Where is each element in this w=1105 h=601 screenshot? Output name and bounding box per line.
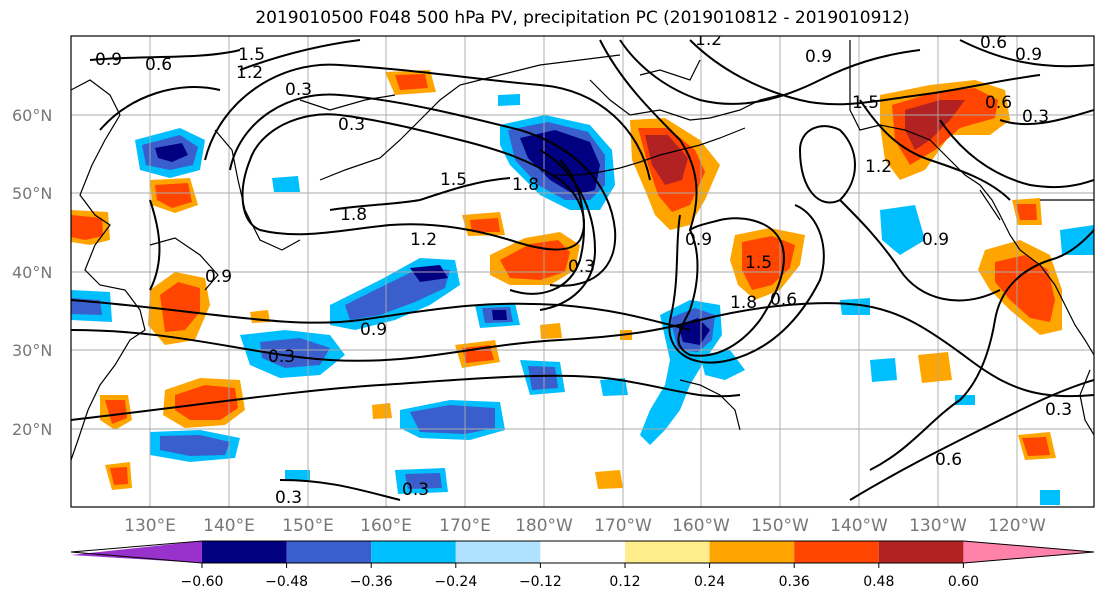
colorbar-tick-label: 0.24 bbox=[694, 574, 725, 590]
colorbar-segment bbox=[71, 541, 202, 563]
contour-label: 1.2 bbox=[236, 63, 263, 83]
colorbar-tick-label: −0.12 bbox=[519, 574, 562, 590]
lon-label: 160°E bbox=[360, 516, 412, 536]
lon-label: 130°W bbox=[909, 516, 967, 536]
map-border bbox=[70, 35, 1095, 508]
map-content: 0.9 0.6 1.5 1.2 0.3 1.2 0.9 0.6 0.9 1.5 … bbox=[71, 30, 1094, 508]
contour-label: 0.6 bbox=[985, 93, 1012, 113]
colorbar-segment bbox=[963, 541, 1094, 563]
colorbar-tick-label: −0.60 bbox=[181, 574, 224, 590]
colorbar-tick-label: 0.36 bbox=[779, 574, 810, 590]
colorbar-segment bbox=[286, 541, 372, 563]
contour-label: 0.3 bbox=[268, 347, 295, 367]
colorbar-segment bbox=[794, 541, 879, 563]
colorbar-tick-label: −0.24 bbox=[434, 574, 477, 590]
longitude-labels: 130°E 140°E 150°E 160°E 170°E 180°W 170°… bbox=[124, 516, 1046, 536]
colorbar-tick-label: 0.12 bbox=[609, 574, 640, 590]
contour-label: 0.9 bbox=[95, 50, 122, 70]
colorbar-segment bbox=[371, 541, 456, 563]
contour-label: 1.8 bbox=[340, 205, 367, 225]
lat-label: 50°N bbox=[12, 184, 52, 203]
lon-label: 160°W bbox=[672, 516, 730, 536]
coastlines bbox=[71, 40, 1094, 461]
contour-label: 1.5 bbox=[238, 45, 265, 65]
contour-label: 0.3 bbox=[338, 115, 365, 135]
contour-label: 0.6 bbox=[935, 450, 962, 470]
lon-label: 140°E bbox=[203, 516, 255, 536]
colorbar-segment bbox=[202, 541, 287, 563]
lat-label: 30°N bbox=[12, 341, 52, 360]
graticule bbox=[71, 36, 1094, 507]
lat-label: 20°N bbox=[12, 420, 52, 439]
colorbar-segment bbox=[878, 541, 964, 563]
contour-label: 1.5 bbox=[440, 170, 467, 190]
contour-label: 1.2 bbox=[865, 157, 892, 177]
colorbar-tick-label: 0.48 bbox=[863, 574, 894, 590]
lon-label: 150°E bbox=[282, 516, 334, 536]
contour-label: 1.8 bbox=[512, 175, 539, 195]
lon-label: 170°W bbox=[594, 516, 652, 536]
contour-label: 0.9 bbox=[360, 320, 387, 340]
contour-label: 1.2 bbox=[695, 30, 722, 50]
colorbar-ticks bbox=[201, 563, 964, 568]
contour-label: 0.6 bbox=[145, 55, 172, 75]
colorbar: −0.60 −0.48 −0.36 −0.24 −0.12 0.12 0.24 … bbox=[70, 540, 1095, 590]
contour-label: 1.5 bbox=[852, 93, 879, 113]
lat-label: 40°N bbox=[12, 263, 52, 282]
contour-label: 0.3 bbox=[568, 257, 595, 277]
contour-label: 0.3 bbox=[402, 480, 429, 500]
colorbar-tick-label: −0.36 bbox=[350, 574, 393, 590]
colorbar-segment bbox=[709, 541, 795, 563]
contour-label: 0.6 bbox=[980, 33, 1007, 53]
contour-label: 1.5 bbox=[745, 253, 772, 273]
lon-label: 140°W bbox=[830, 516, 888, 536]
colorbar-segment bbox=[625, 541, 710, 563]
contour-label: 0.3 bbox=[1045, 400, 1072, 420]
map-title: 2019010500 F048 500 hPa PV, precipitatio… bbox=[255, 8, 910, 28]
contour-label: 0.9 bbox=[685, 230, 712, 250]
contour-label: 0.9 bbox=[205, 267, 232, 287]
contour-label: 0.9 bbox=[805, 47, 832, 67]
contour-label: 0.9 bbox=[1015, 45, 1042, 65]
lat-label: 60°N bbox=[12, 106, 52, 125]
latitude-labels: 60°N 50°N 40°N 30°N 20°N bbox=[12, 106, 52, 439]
lon-label: 170°E bbox=[439, 516, 491, 536]
negative-precip-areas bbox=[71, 94, 1094, 505]
lon-label: 180°W bbox=[515, 516, 573, 536]
colorbar-segment bbox=[540, 541, 625, 563]
contour-labels: 0.9 0.6 1.5 1.2 0.3 1.2 0.9 0.6 0.9 1.5 … bbox=[95, 30, 1072, 508]
contour-label: 0.3 bbox=[1022, 107, 1049, 127]
contour-label: 0.3 bbox=[275, 488, 302, 508]
contour-label: 0.9 bbox=[922, 230, 949, 250]
contour-label: 0.3 bbox=[285, 80, 312, 100]
colorbar-tick-label: −0.48 bbox=[265, 574, 308, 590]
lon-label: 120°W bbox=[988, 516, 1046, 536]
colorbar-tick-label: 0.60 bbox=[948, 574, 979, 590]
contour-label: 0.6 bbox=[770, 290, 797, 310]
contour-label: 1.2 bbox=[410, 230, 437, 250]
pv-contours bbox=[71, 39, 1094, 501]
colorbar-segment bbox=[455, 541, 541, 563]
lon-label: 130°E bbox=[124, 516, 176, 536]
contour-label: 1.8 bbox=[730, 293, 757, 313]
lon-label: 150°W bbox=[751, 516, 809, 536]
